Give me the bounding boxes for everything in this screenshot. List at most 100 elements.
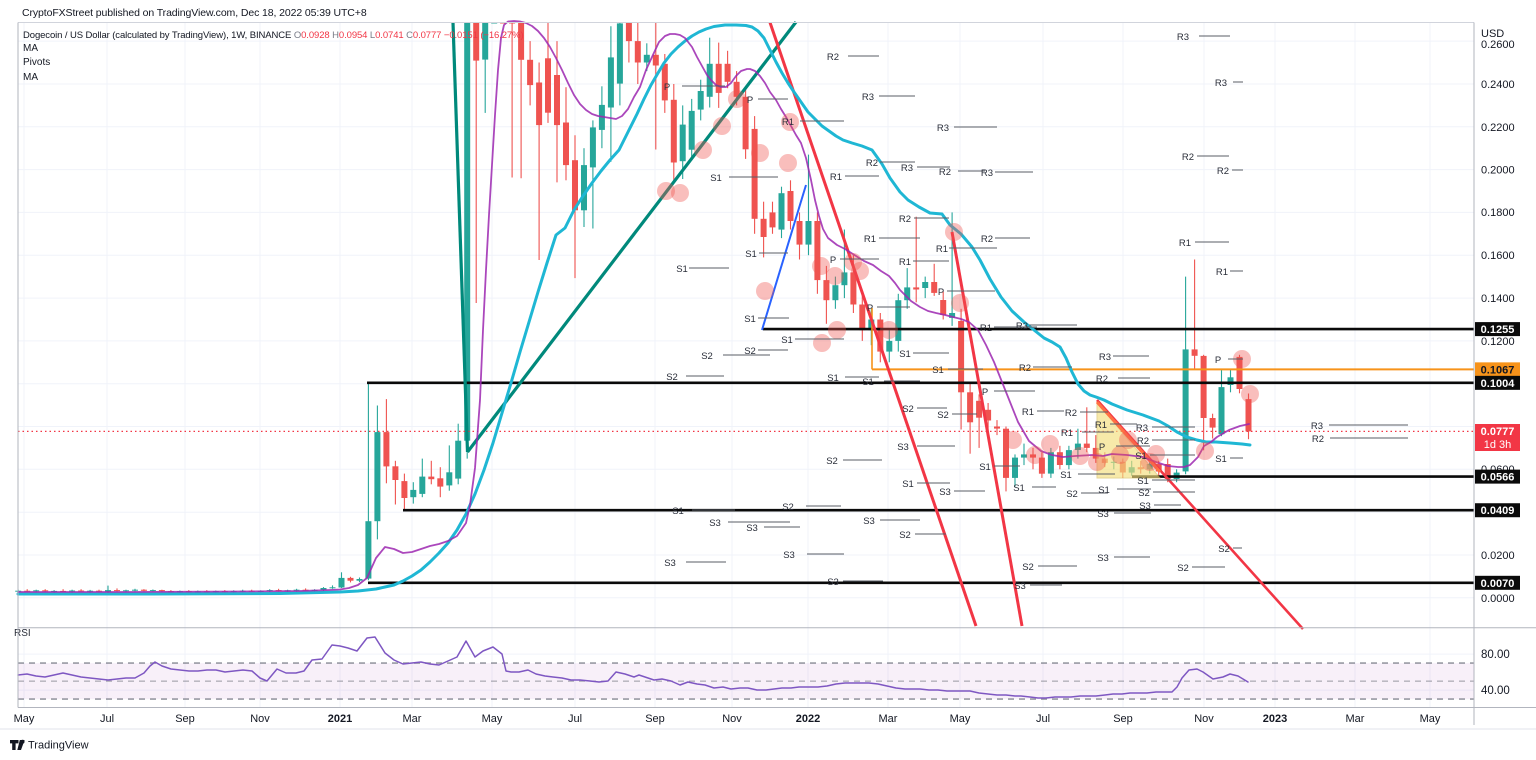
svg-text:May: May (14, 713, 35, 725)
svg-text:Mar: Mar (879, 713, 898, 725)
svg-text:P: P (982, 387, 988, 398)
svg-text:40.00: 40.00 (1481, 685, 1510, 697)
svg-text:Nov: Nov (1194, 713, 1214, 725)
svg-text:S2: S2 (899, 530, 911, 541)
svg-text:0.1600: 0.1600 (1481, 250, 1515, 262)
svg-text:0.0409: 0.0409 (1481, 505, 1515, 517)
svg-text:0.1800: 0.1800 (1481, 207, 1515, 219)
svg-text:May: May (1420, 713, 1441, 725)
svg-text:S2: S2 (1177, 563, 1189, 574)
svg-text:P: P (664, 82, 670, 93)
svg-text:USD: USD (1481, 28, 1504, 40)
svg-text:S2: S2 (666, 372, 678, 383)
svg-text:S3: S3 (1097, 509, 1109, 520)
svg-text:Mar: Mar (1346, 713, 1365, 725)
svg-text:S1: S1 (902, 479, 914, 490)
svg-text:R2: R2 (1096, 374, 1108, 385)
svg-text:S1: S1 (710, 173, 722, 184)
svg-text:S2: S2 (937, 410, 949, 421)
svg-text:Dogecoin / US Dollar (calculat: Dogecoin / US Dollar (calculated by Trad… (23, 30, 524, 41)
svg-text:S1: S1 (932, 365, 944, 376)
svg-text:R2: R2 (1182, 152, 1194, 163)
svg-text:S1: S1 (1060, 470, 1072, 481)
svg-text:0.1004: 0.1004 (1481, 378, 1516, 390)
svg-text:S3: S3 (863, 516, 875, 527)
svg-text:Nov: Nov (250, 713, 270, 725)
svg-text:S3: S3 (746, 523, 758, 534)
svg-text:R1: R1 (1095, 420, 1107, 431)
svg-text:R2: R2 (1019, 363, 1031, 374)
svg-text:S1: S1 (744, 314, 756, 325)
svg-text:S2: S2 (701, 351, 713, 362)
svg-text:2022: 2022 (796, 713, 820, 725)
svg-text:S2: S2 (902, 404, 914, 415)
svg-text:R1: R1 (1179, 238, 1191, 249)
svg-text:S1: S1 (827, 373, 839, 384)
svg-text:0.1400: 0.1400 (1481, 293, 1515, 305)
svg-text:R1: R1 (830, 172, 842, 183)
svg-text:R1: R1 (782, 117, 794, 128)
svg-text:R3: R3 (937, 123, 949, 134)
svg-text:R3: R3 (1016, 321, 1028, 332)
svg-text:P: P (1099, 442, 1105, 453)
svg-text:0.0070: 0.0070 (1481, 578, 1515, 590)
svg-text:CryptoFXStreet published on Tr: CryptoFXStreet published on TradingView.… (22, 7, 367, 19)
svg-text:May: May (482, 713, 503, 725)
svg-text:R2: R2 (939, 167, 951, 178)
svg-text:1d 3h: 1d 3h (1484, 439, 1512, 451)
svg-text:S2: S2 (782, 502, 794, 513)
svg-text:Nov: Nov (722, 713, 742, 725)
svg-text:R3: R3 (1311, 421, 1323, 432)
svg-text:S1: S1 (1137, 476, 1149, 487)
svg-text:S1: S1 (1098, 485, 1110, 496)
svg-text:S1: S1 (1135, 451, 1147, 462)
svg-text:S3: S3 (709, 518, 721, 529)
svg-text:0.2600: 0.2600 (1481, 39, 1515, 51)
svg-text:R3: R3 (981, 168, 993, 179)
svg-text:R1: R1 (864, 234, 876, 245)
svg-text:S3: S3 (897, 442, 909, 453)
svg-text:S1: S1 (672, 506, 684, 517)
svg-text:R1: R1 (899, 257, 911, 268)
svg-text:80.00: 80.00 (1481, 649, 1510, 661)
svg-text:0.2000: 0.2000 (1481, 165, 1515, 177)
svg-text:0.0566: 0.0566 (1481, 472, 1515, 484)
svg-text:0.1067: 0.1067 (1481, 364, 1515, 376)
svg-text:0.2200: 0.2200 (1481, 122, 1515, 134)
svg-text:S1: S1 (781, 335, 793, 346)
svg-text:0.0777: 0.0777 (1481, 426, 1515, 438)
svg-text:S3: S3 (1097, 553, 1109, 564)
svg-text:R3: R3 (1136, 423, 1148, 434)
svg-text:S3: S3 (939, 487, 951, 498)
svg-text:R2: R2 (1217, 166, 1229, 177)
svg-text:R2: R2 (1065, 408, 1077, 419)
svg-text:MA: MA (23, 72, 38, 83)
svg-text:TradingView: TradingView (28, 740, 89, 752)
svg-text:S2: S2 (744, 346, 756, 357)
svg-text:S1: S1 (1215, 454, 1227, 465)
svg-text:P: P (938, 287, 944, 298)
svg-text:S2: S2 (1138, 488, 1150, 499)
svg-text:S1: S1 (979, 462, 991, 473)
svg-text:S1: S1 (899, 349, 911, 360)
svg-text:S1: S1 (745, 249, 757, 260)
svg-text:R2: R2 (1312, 434, 1324, 445)
svg-text:R3: R3 (862, 92, 874, 103)
svg-text:0.0000: 0.0000 (1481, 593, 1515, 605)
svg-text:RSI: RSI (14, 628, 31, 639)
svg-text:Jul: Jul (100, 713, 114, 725)
svg-text:P: P (867, 303, 873, 314)
svg-text:0.1255: 0.1255 (1481, 324, 1515, 336)
svg-text:R1: R1 (1061, 428, 1073, 439)
svg-text:R1: R1 (980, 323, 992, 334)
svg-text:0.0200: 0.0200 (1481, 550, 1515, 562)
svg-text:Mar: Mar (403, 713, 422, 725)
svg-text:R2: R2 (1137, 436, 1149, 447)
svg-text:R2: R2 (899, 214, 911, 225)
svg-text:R3: R3 (1215, 78, 1227, 89)
svg-text:Pivots: Pivots (23, 57, 50, 68)
svg-text:S1: S1 (676, 264, 688, 275)
svg-text:0.1200: 0.1200 (1481, 336, 1515, 348)
svg-text:P: P (747, 95, 753, 106)
svg-text:Sep: Sep (645, 713, 665, 725)
